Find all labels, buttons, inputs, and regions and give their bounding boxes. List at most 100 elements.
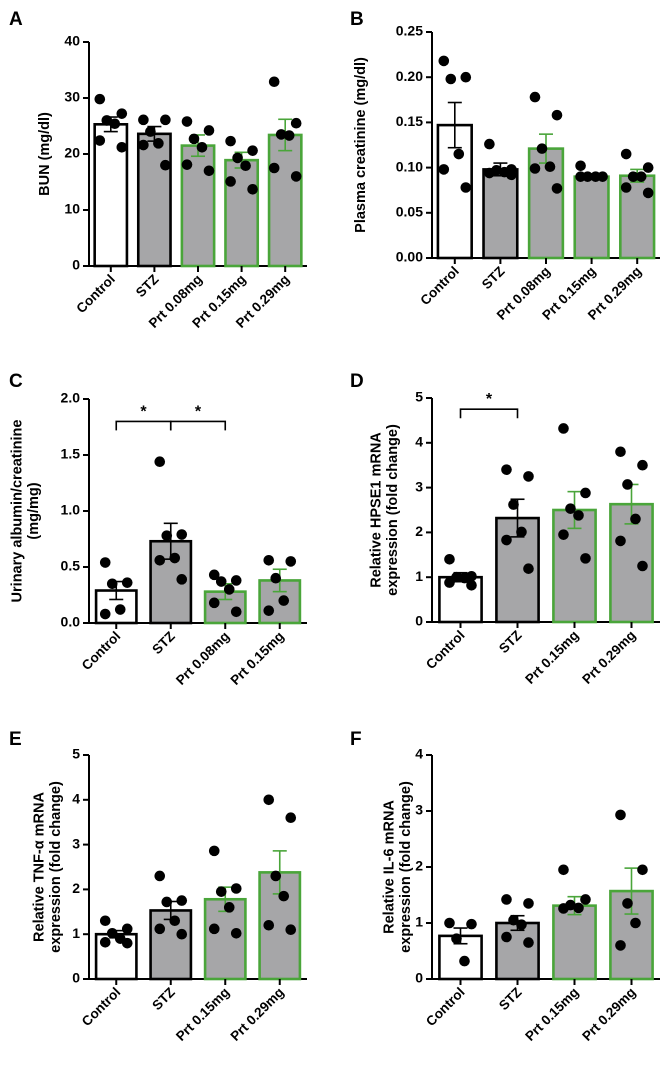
data-point xyxy=(580,894,591,905)
data-point xyxy=(444,917,455,929)
data-point xyxy=(558,903,569,914)
y-axis-title-line: expression (fold change) xyxy=(385,424,401,596)
data-point xyxy=(101,115,113,126)
data-point xyxy=(285,812,297,824)
data-point xyxy=(154,923,166,935)
data-point xyxy=(230,575,242,586)
data-point xyxy=(263,605,275,616)
data-point xyxy=(508,914,519,926)
category-label: Prt 0.29mg xyxy=(227,985,286,1044)
data-point xyxy=(466,918,477,930)
data-point xyxy=(153,138,164,149)
data-point xyxy=(169,552,181,564)
data-point xyxy=(154,554,166,566)
data-point xyxy=(290,171,302,182)
category-label: Prt 0.15mg xyxy=(227,629,286,688)
y-tick-label: 4 xyxy=(415,434,423,450)
data-point xyxy=(196,141,208,153)
y-tick-label: 0.25 xyxy=(396,23,423,39)
data-point xyxy=(278,890,290,902)
y-tick-label: 4 xyxy=(415,746,423,762)
data-point xyxy=(278,595,290,606)
data-point xyxy=(99,936,111,948)
data-point xyxy=(116,108,128,119)
data-point xyxy=(263,554,275,566)
bar xyxy=(203,897,247,981)
y-tick-label: 0.0 xyxy=(61,614,81,630)
category-label: Prt 0.08mg xyxy=(173,629,232,688)
panel-letter: D xyxy=(350,371,364,392)
data-point xyxy=(290,117,302,129)
data-point xyxy=(247,145,258,156)
category-label: STZ xyxy=(496,628,525,657)
data-point xyxy=(523,563,534,574)
panel-f: F 0 1 2 3 4 Relative IL-6 mRNAexpression (fold… xyxy=(350,729,660,1044)
data-point xyxy=(445,73,457,85)
data-point xyxy=(501,894,512,905)
data-point xyxy=(169,915,181,927)
data-point xyxy=(160,159,171,171)
y-tick-label: 0 xyxy=(72,970,80,986)
category-label: STZ xyxy=(149,985,178,1014)
data-point xyxy=(580,553,591,564)
data-point xyxy=(138,114,149,126)
panel-c: C 0.0 0.5 1.0 1.5 2.0 Urinary albumin/creatini… xyxy=(9,371,307,688)
significance-label: * xyxy=(486,391,493,408)
y-axis-title-line: Urinary albumin/creatinine xyxy=(9,420,25,603)
data-point xyxy=(444,577,455,588)
significance-bracket xyxy=(459,408,519,419)
data-point xyxy=(121,577,133,588)
y-axis-title: Relative IL-6 mRNAexpression (fold chang… xyxy=(381,781,414,953)
data-point xyxy=(116,141,128,153)
y-tick-label: 1.5 xyxy=(61,446,81,462)
data-point xyxy=(270,870,282,882)
data-point xyxy=(94,135,106,146)
panel-letter: A xyxy=(9,9,23,30)
data-point xyxy=(575,171,586,182)
data-point xyxy=(529,91,541,103)
panel-letter: B xyxy=(350,9,364,30)
y-axis-title-line: (mg/mg) xyxy=(26,482,42,539)
y-tick-label: 1 xyxy=(72,925,80,941)
y-axis-title: Relative TNF-α mRNAexpression (fold chan… xyxy=(31,781,64,953)
bar xyxy=(573,175,610,260)
data-point xyxy=(558,423,569,434)
panel-letter: C xyxy=(9,371,23,392)
y-tick-label: 1.0 xyxy=(61,502,81,518)
data-point xyxy=(268,76,280,88)
data-point xyxy=(551,183,563,194)
data-point xyxy=(536,143,548,154)
data-point xyxy=(176,928,188,940)
data-point xyxy=(459,572,470,584)
category-label: STZ xyxy=(496,985,525,1014)
y-tick-label: 20 xyxy=(64,145,80,161)
data-point xyxy=(459,955,470,967)
data-point xyxy=(558,529,569,540)
data-point xyxy=(203,165,215,177)
data-point xyxy=(453,148,465,160)
y-axis-title-line: expression (fold change) xyxy=(398,781,414,953)
y-axis-title: Urinary albumin/creatinine(mg/mg) xyxy=(9,420,42,603)
data-point xyxy=(615,809,626,821)
data-point xyxy=(285,556,297,567)
data-point xyxy=(99,915,111,927)
significance-bracket xyxy=(115,420,172,431)
data-point xyxy=(630,513,641,525)
y-tick-label: 1 xyxy=(415,568,423,584)
data-point xyxy=(285,924,297,936)
y-tick-label: 30 xyxy=(64,89,80,105)
data-point xyxy=(451,933,462,944)
y-tick-label: 0.20 xyxy=(396,68,423,84)
data-point xyxy=(176,895,188,906)
data-point xyxy=(558,864,569,876)
panel-e: E 0 1 2 3 4 5 Relative TNF-α mRNAexpression (fo… xyxy=(9,729,307,1044)
data-point xyxy=(154,870,166,882)
y-tick-label: 1 xyxy=(415,914,423,930)
data-point xyxy=(230,928,242,939)
y-tick-label: 2 xyxy=(415,523,423,539)
data-point xyxy=(620,148,632,160)
data-point xyxy=(615,535,626,547)
data-point xyxy=(466,579,477,591)
y-axis-title-line: Plasma creatinine (mg/dl) xyxy=(353,57,369,233)
data-point xyxy=(573,510,584,521)
